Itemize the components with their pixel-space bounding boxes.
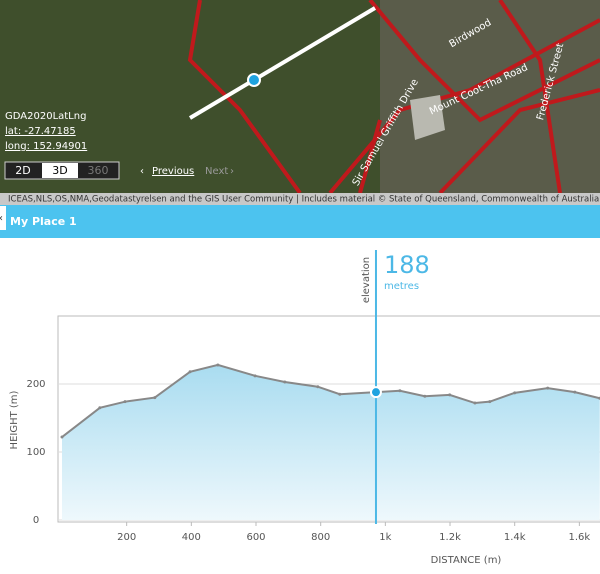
y-tick-label: 100: [26, 447, 45, 458]
vertex: [546, 386, 550, 390]
x-tick-label: 400: [182, 532, 201, 543]
quarry: [410, 95, 445, 140]
vertex: [216, 363, 220, 367]
x-tick-label: 1k: [379, 532, 391, 543]
chart: 0 100 200 200 400 600 800 1k 1.2k 1.4k 1.6k DISTANC…: [9, 250, 600, 566]
panel-header: [0, 205, 600, 238]
long[interactable]: long: 152.94901: [5, 141, 87, 152]
view-button[interactable]: 3D: [52, 164, 67, 177]
plot-frame: [57, 315, 600, 523]
vertex: [513, 391, 517, 395]
vertex: [253, 374, 257, 378]
measure-line: [188, 6, 377, 120]
vertex: [488, 400, 492, 404]
vertex: [316, 385, 320, 389]
collapse-icon: ‹: [0, 213, 3, 224]
lat[interactable]: lat: -27.47185: [5, 126, 76, 137]
cursor-unit: metres: [384, 281, 419, 292]
view-button[interactable]: 360: [88, 164, 109, 177]
vertex: [60, 435, 64, 439]
x-tick-label: 1.2k: [439, 532, 461, 543]
x-tick-label: 800: [311, 532, 330, 543]
panel-title: My Place 1: [10, 215, 77, 228]
vertex: [398, 389, 402, 393]
previous[interactable]: Previous: [152, 166, 194, 177]
x-axis-label: DISTANCE (m): [431, 555, 502, 566]
y-axis-label: HEIGHT (m): [9, 390, 20, 449]
x-tick-label: 1.4k: [504, 532, 526, 543]
cursor-point: [369, 386, 382, 399]
y-tick-label: 0: [33, 515, 39, 526]
x-tick-label: 600: [246, 532, 265, 543]
area: [62, 364, 600, 520]
vertex: [283, 380, 287, 384]
view-active: [42, 163, 78, 178]
map-position: [247, 73, 261, 87]
crs: GDA2020LatLng: [5, 111, 86, 122]
x-tick-label: 1.6k: [569, 532, 591, 543]
cursor-label: elevation: [361, 257, 372, 303]
vertex: [573, 390, 577, 394]
vertex: [98, 406, 102, 410]
collapse-tab[interactable]: [0, 206, 6, 230]
vertex: [123, 400, 127, 404]
prev-arrow: ‹: [140, 166, 144, 177]
view-button[interactable]: 2D: [15, 164, 30, 177]
cursor-value: 188: [384, 251, 430, 279]
x-tick-label: 200: [117, 532, 136, 543]
vertex: [473, 401, 477, 405]
vertex: [153, 396, 157, 400]
attribution: ICEAS,NLS,OS,NMA,Geodatastyrelsen and th…: [8, 195, 600, 205]
next[interactable]: Next: [205, 166, 228, 177]
vertex: [188, 370, 192, 374]
line: [61, 363, 600, 438]
next-arrow: ›: [230, 166, 234, 177]
map-suburb: [380, 0, 600, 193]
vertex: [448, 393, 452, 397]
y-tick-label: 200: [26, 379, 45, 390]
vertex: [338, 392, 342, 396]
attribution-bar: [0, 193, 600, 205]
vertex: [423, 394, 427, 398]
